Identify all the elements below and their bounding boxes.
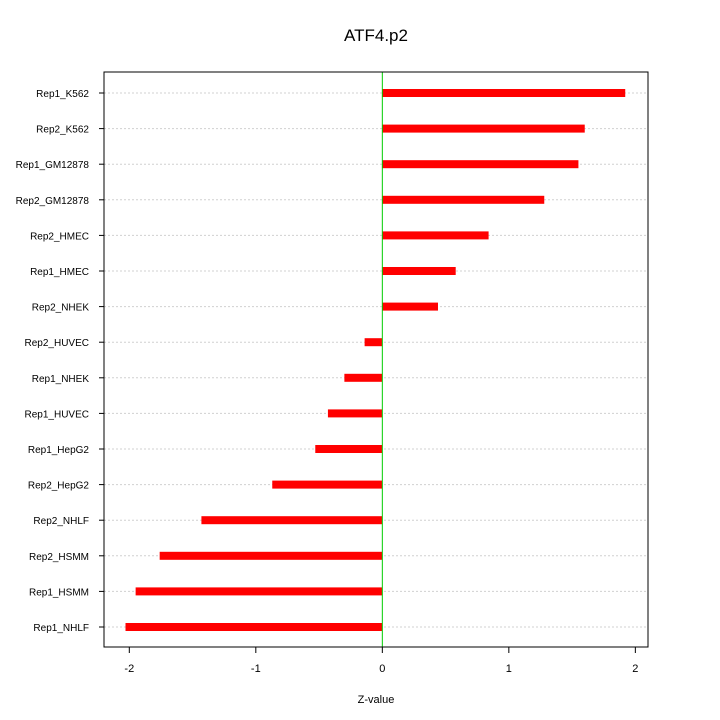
category-label: Rep1_HMEC (30, 267, 89, 278)
bar (135, 587, 383, 596)
x-tick-label: -1 (251, 663, 261, 675)
category-label: Rep1_K562 (36, 89, 89, 100)
bar (382, 267, 456, 275)
category-label: Rep1_NHLF (33, 623, 89, 634)
category-label: Rep1_HUVEC (25, 409, 89, 420)
x-tick-label: -2 (124, 663, 134, 675)
category-label: Rep2_GM12878 (16, 196, 90, 207)
category-label: Rep2_HepG2 (28, 481, 90, 492)
bar (382, 124, 585, 133)
category-label: Rep2_HSMM (29, 552, 89, 563)
x-axis-label: Z-value (358, 694, 395, 706)
bar (125, 623, 383, 631)
bar (344, 373, 383, 382)
category-label: Rep2_NHEK (32, 303, 90, 314)
x-tick-label: 1 (506, 663, 512, 675)
bar (382, 302, 438, 311)
x-tick-label: 0 (379, 663, 385, 675)
category-label: Rep2_K562 (36, 125, 89, 136)
category-label: Rep1_GM12878 (16, 160, 90, 171)
x-axis: -2 -1 0 1 2 (124, 646, 638, 675)
bar (327, 409, 383, 418)
bar (272, 480, 383, 489)
bars (125, 89, 626, 631)
bar (382, 160, 579, 169)
bar (382, 195, 545, 204)
category-label: Rep1_HSMM (29, 587, 89, 598)
bar (382, 231, 489, 240)
bar (364, 338, 383, 347)
category-label: Rep2_NHLF (33, 516, 89, 527)
x-tick-label: 2 (632, 663, 638, 675)
category-label: Rep1_NHEK (32, 374, 90, 385)
bar (159, 551, 383, 560)
bar (201, 516, 383, 525)
bar (382, 89, 626, 97)
bar (315, 445, 383, 453)
plot-frame (103, 71, 649, 648)
chart-title: ATF4.p2 (344, 26, 408, 45)
grid-lines (104, 92, 648, 628)
category-labels: Rep1_K562 Rep2_K562 Rep1_GM12878 Rep2_GM128… (16, 89, 104, 634)
category-label: Rep2_HUVEC (25, 338, 89, 349)
category-label: Rep1_HepG2 (28, 445, 90, 456)
category-label: Rep2_HMEC (30, 231, 89, 242)
